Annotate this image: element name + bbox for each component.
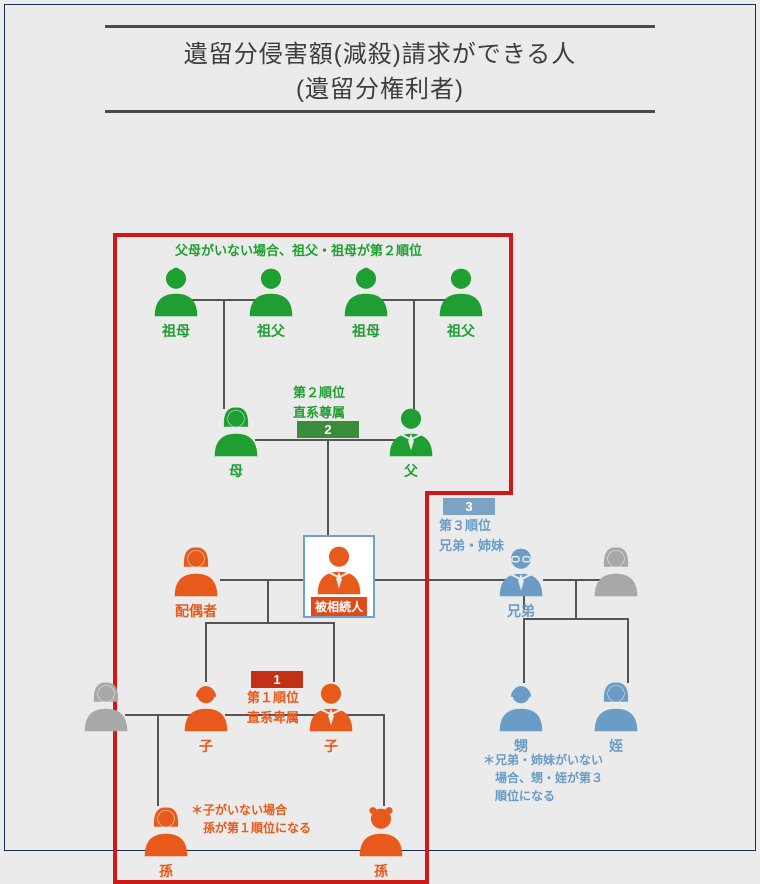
eligible-outline xyxy=(425,491,429,883)
person-gchild2: 孫 xyxy=(353,803,409,881)
person-gm1: 祖母 xyxy=(148,263,204,341)
connector xyxy=(157,714,159,806)
rank-caption-2: 第２順位 直系尊属 xyxy=(293,383,345,422)
person-father: 父 xyxy=(383,403,439,481)
eligible-outline xyxy=(113,233,513,237)
connector xyxy=(627,618,629,683)
person-gf1: 祖父 xyxy=(243,263,299,341)
rank-caption-3: 第３順位 兄弟・姉妹 xyxy=(439,516,504,555)
person-child2: 子 xyxy=(303,678,359,756)
person-nephew: 甥 xyxy=(493,678,549,756)
connector xyxy=(205,622,335,624)
person-gm2: 祖母 xyxy=(338,263,394,341)
top-note: 父母がいない場合、祖父・祖母が第２順位 xyxy=(175,241,422,261)
person-child_sp xyxy=(78,678,134,734)
rank-caption-1: 第１順位 直系卑属 xyxy=(247,688,299,727)
title-line-2: (遺留分権利者) xyxy=(105,69,655,104)
eligible-outline xyxy=(509,233,513,495)
gchild_note: ＊子がいない場合 孫が第１順位になる xyxy=(191,801,311,837)
sibling_note: ＊兄弟・姉妹がいない 場合、甥・姪が第３ 順位になる xyxy=(483,751,603,805)
connector xyxy=(383,714,385,806)
eligible-outline xyxy=(425,491,513,495)
connector xyxy=(205,622,207,682)
rank-badge-2: 2 xyxy=(297,421,359,438)
connector xyxy=(575,579,577,619)
connector xyxy=(327,439,329,541)
person-niece: 姪 xyxy=(588,678,644,756)
eligible-outline xyxy=(113,233,117,883)
connector xyxy=(333,622,335,682)
connector xyxy=(223,299,225,409)
person-mother: 母 xyxy=(208,403,264,481)
person-gf2: 祖父 xyxy=(433,263,489,341)
person-sibling_sp xyxy=(588,543,644,599)
connector xyxy=(523,618,525,683)
person-deceased: 被相続人 xyxy=(303,535,375,618)
connector xyxy=(267,579,269,623)
rank-badge-1: 1 xyxy=(251,671,303,688)
title-rule-bottom xyxy=(105,110,655,113)
person-gchild1: 孫 xyxy=(138,803,194,881)
family-tree-canvas: 父母がいない場合、祖父・祖母が第２順位祖母祖父祖母祖父母父配偶者被相続人兄弟子子… xyxy=(5,123,755,843)
title-line-1: 遺留分侵害額(減殺)請求ができる人 xyxy=(105,34,655,69)
person-child1: 子 xyxy=(178,678,234,756)
rank-badge-3: 3 xyxy=(443,498,495,515)
person-spouse: 配偶者 xyxy=(168,543,224,621)
title-block: 遺留分侵害額(減殺)請求ができる人 (遺留分権利者) xyxy=(105,25,655,113)
connector xyxy=(413,299,415,409)
title-rule-top xyxy=(105,25,655,28)
